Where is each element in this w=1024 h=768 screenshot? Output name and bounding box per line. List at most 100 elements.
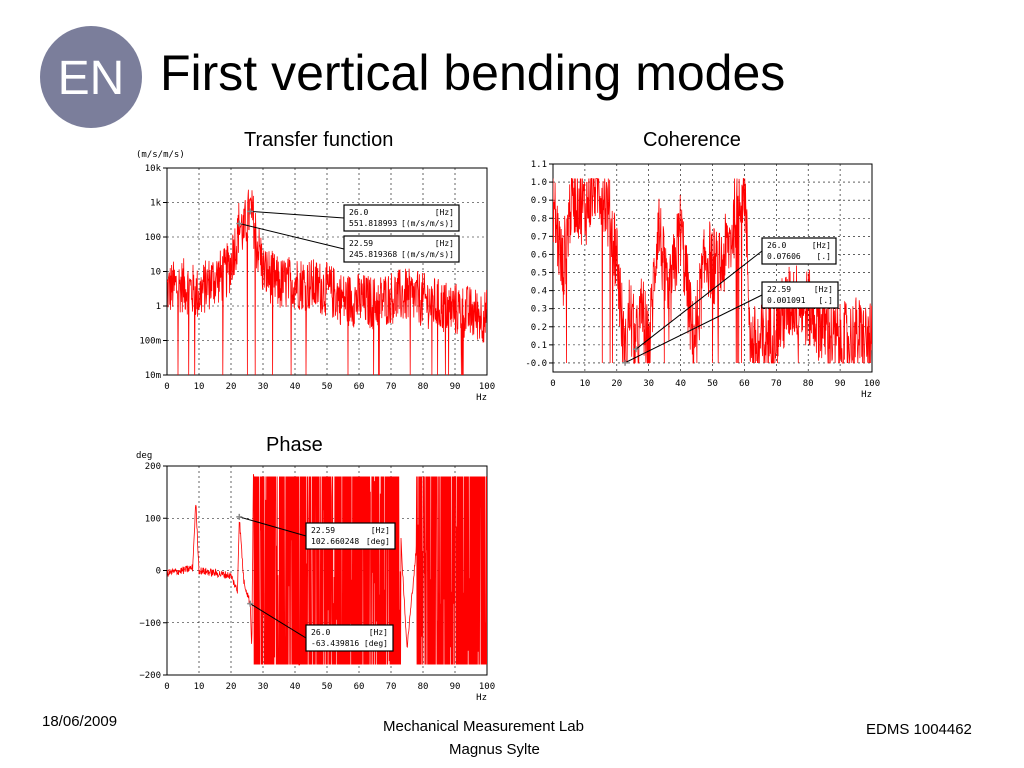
x-tick-label: 0 (164, 682, 169, 692)
data-series-line (167, 474, 487, 666)
annotation-leader (250, 210, 345, 219)
annotation-x-value: 26.0 (349, 208, 368, 217)
y-tick-label: 0 (156, 567, 161, 577)
chart-coherence: 0 10 20 30 40 50 60 70 80 90 100 -0.0 0.1 0.2 0.3 0.4 0.… (525, 160, 880, 400)
x-tick-label: 100 (864, 379, 880, 389)
x-tick-label: 70 (771, 379, 782, 389)
x-axis-label: Hz (861, 390, 872, 400)
annotation-box (761, 281, 839, 309)
annotation-x-value: 22.59 (767, 285, 791, 294)
annotation-leader (239, 223, 345, 250)
annotation-y-value: 551.818993 (349, 219, 397, 228)
x-tick-label: 50 (322, 382, 333, 392)
annotation-x-unit: [Hz] (814, 285, 833, 294)
annotation-box (305, 522, 396, 550)
x-tick-label: 90 (450, 382, 461, 392)
x-tick-label: 50 (707, 379, 718, 389)
x-tick-label: 90 (835, 379, 846, 389)
annotation-y-unit: [deg] (366, 537, 390, 546)
en-logo: EN (40, 26, 142, 128)
y-tick-label: 100 (145, 233, 161, 243)
chart-title-transfer: Transfer function (244, 129, 394, 151)
annotation-x-value: 26.0 (311, 628, 330, 637)
x-tick-label: 40 (290, 682, 301, 692)
y-tick-label: 0.9 (531, 196, 547, 206)
x-tick-label: 30 (643, 379, 654, 389)
footer-center-line1: Mechanical Measurement Lab (383, 718, 584, 735)
y-tick-label: −200 (139, 671, 161, 681)
annotation-leader (239, 516, 307, 537)
annotation-x-value: 22.59 (311, 526, 335, 535)
annotation-leader (249, 603, 307, 639)
annotation-y-unit: [deg] (364, 639, 388, 648)
chart-title-phase: Phase (266, 434, 323, 456)
annotation-x-unit: [Hz] (371, 526, 390, 535)
data-series-line (167, 189, 487, 375)
annotation-y-unit: [.] (819, 296, 833, 305)
y-tick-label: 0.2 (531, 323, 547, 333)
x-tick-label: 100 (479, 382, 495, 392)
y-tick-label: -0.0 (525, 359, 547, 369)
annotation-y-value: 0.07606 (767, 252, 801, 261)
x-axis-label: Hz (476, 693, 487, 703)
chart-title-coherence: Coherence (643, 129, 741, 151)
footer-date: 18/06/2009 (42, 713, 118, 730)
y-tick-label: 200 (145, 462, 161, 472)
x-tick-label: 50 (322, 682, 333, 692)
chart-transfer: 0 10 20 30 40 50 60 70 80 90 100 10m 100m 1 10 100 1k 10k… (136, 150, 495, 403)
annotation-y-value: -63.439816 (311, 639, 359, 648)
y-tick-label: 0.6 (531, 250, 547, 260)
y-tick-label: 100 (145, 514, 161, 524)
y-tick-label: 10k (145, 164, 162, 174)
x-tick-label: 70 (386, 382, 397, 392)
footer-edms: EDMS 1004462 (866, 721, 972, 738)
x-tick-label: 30 (258, 382, 269, 392)
annotation-x-value: 22.59 (349, 239, 373, 248)
annotation-y-unit: [.] (817, 252, 831, 261)
logo-text: EN (58, 52, 125, 105)
y-tick-label: 100m (139, 337, 161, 347)
footer-center-line2: Magnus Sylte (449, 741, 540, 758)
y-tick-label: −100 (139, 619, 161, 629)
y-tick-label: 0.8 (531, 214, 547, 224)
y-tick-label: 10m (145, 371, 161, 381)
y-tick-label: 1.1 (531, 160, 547, 170)
annotation-x-unit: [Hz] (435, 239, 454, 248)
x-tick-label: 80 (418, 682, 429, 692)
x-tick-label: 20 (611, 379, 622, 389)
y-tick-label: 0.4 (531, 287, 547, 297)
y-tick-label: 0.5 (531, 269, 547, 279)
annotation-y-value: 0.001091 (767, 296, 806, 305)
x-tick-label: 40 (675, 379, 686, 389)
annotation-x-value: 26.0 (767, 241, 786, 250)
y-tick-label: 1.0 (531, 178, 547, 188)
x-tick-label: 100 (479, 682, 495, 692)
annotation-leader (624, 294, 763, 364)
x-tick-label: 0 (164, 382, 169, 392)
annotation-box (343, 204, 460, 232)
x-tick-label: 60 (354, 382, 365, 392)
y-tick-label: 0.7 (531, 232, 547, 242)
x-tick-label: 10 (194, 682, 205, 692)
x-tick-label: 70 (386, 682, 397, 692)
annotation-leader (635, 250, 763, 350)
y-tick-label: 1 (156, 302, 161, 312)
chart-phase: 0 10 20 30 40 50 60 70 80 90 100 −200 −100 0 100 200 Hz d… (136, 451, 495, 703)
x-tick-label: 10 (194, 382, 205, 392)
y-tick-label: 10 (150, 268, 161, 278)
annotation-y-value: 245.819368 (349, 250, 397, 259)
annotation-x-unit: [Hz] (812, 241, 831, 250)
x-tick-label: 40 (290, 382, 301, 392)
x-tick-label: 80 (803, 379, 814, 389)
annotation-y-unit: [(m/s/m/s)] (401, 250, 454, 259)
y-tick-label: 1k (150, 199, 161, 209)
x-tick-label: 10 (579, 379, 590, 389)
annotation-box (343, 235, 460, 263)
annotation-y-value: 102.660248 (311, 537, 359, 546)
annotation-box (761, 237, 837, 265)
y-tick-label: 0.1 (531, 341, 547, 351)
x-tick-label: 20 (226, 382, 237, 392)
annotation-x-unit: [Hz] (369, 628, 388, 637)
x-tick-label: 30 (258, 682, 269, 692)
